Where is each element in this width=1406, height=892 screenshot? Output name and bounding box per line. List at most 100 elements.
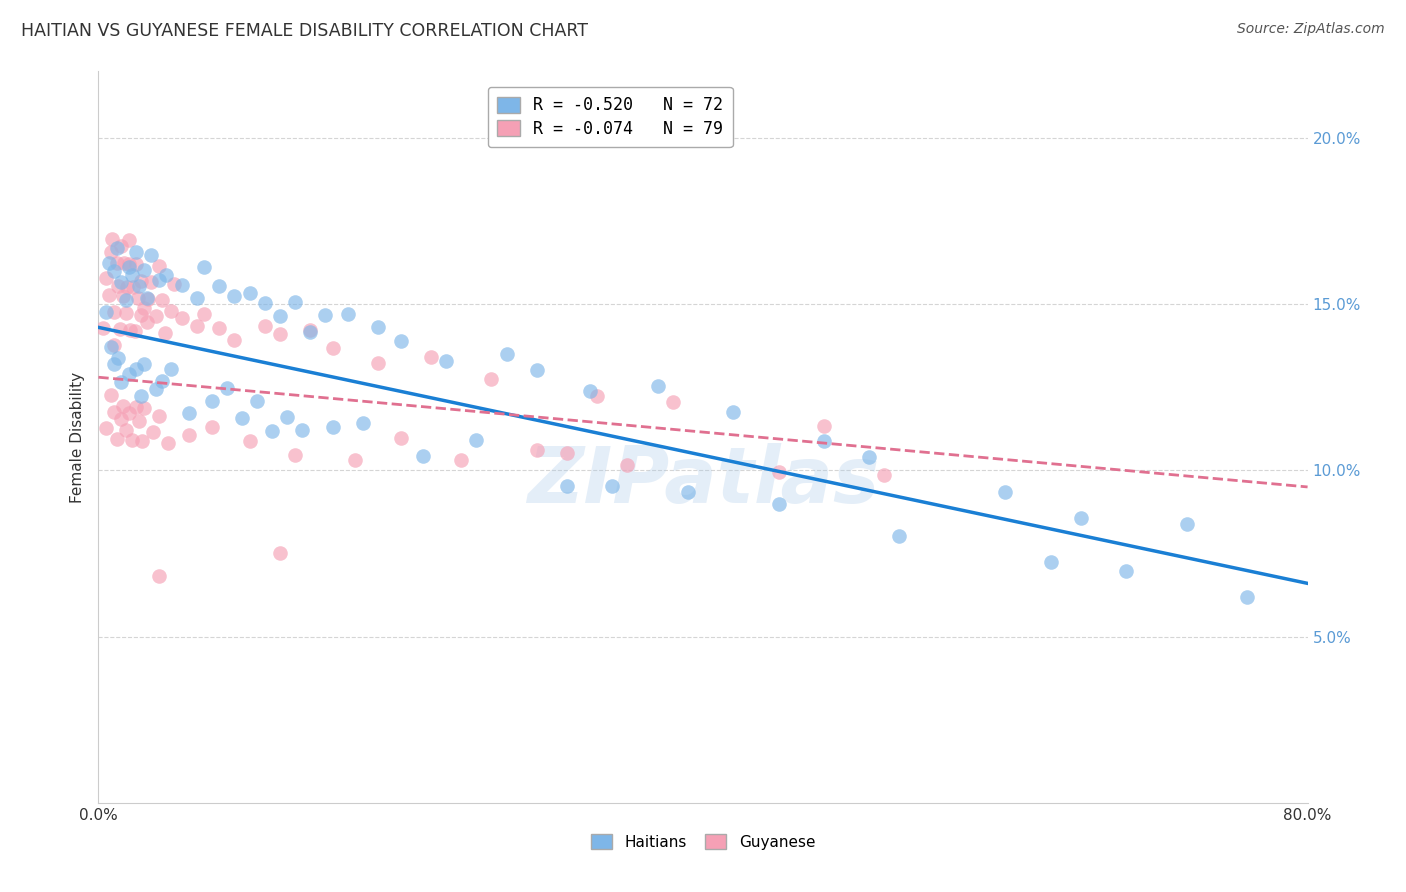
Point: [115, 279, 138, 293]
Point: [103, 338, 125, 352]
Text: Source: ZipAtlas.com: Source: ZipAtlas.com: [1237, 22, 1385, 37]
Point: [526, 442, 548, 457]
Point: [110, 412, 132, 426]
Point: [125, 361, 148, 376]
Point: [344, 453, 367, 467]
Point: [128, 279, 150, 293]
Point: [121, 433, 143, 447]
Point: [555, 479, 578, 493]
Point: [118, 233, 141, 247]
Point: [91, 320, 114, 334]
Point: [127, 291, 149, 305]
Point: [215, 381, 238, 395]
Point: [201, 420, 224, 434]
Point: [253, 295, 276, 310]
Point: [179, 428, 201, 442]
Point: [889, 529, 911, 543]
Legend: Haitians, Guyanese: Haitians, Guyanese: [583, 827, 823, 857]
Point: [813, 434, 835, 448]
Point: [768, 465, 790, 479]
Point: [186, 291, 208, 305]
Point: [284, 295, 307, 310]
Point: [118, 260, 141, 275]
Point: [723, 404, 745, 418]
Point: [125, 245, 148, 260]
Point: [179, 406, 201, 420]
Point: [224, 333, 246, 347]
Point: [322, 419, 344, 434]
Point: [676, 484, 699, 499]
Point: [768, 497, 790, 511]
Point: [125, 401, 148, 415]
Point: [170, 311, 193, 326]
Point: [110, 375, 132, 389]
Point: [465, 434, 488, 448]
Point: [1115, 564, 1137, 578]
Point: [858, 450, 880, 464]
Point: [108, 322, 131, 336]
Point: [1236, 590, 1258, 604]
Point: [276, 410, 298, 425]
Point: [94, 271, 117, 285]
Point: [239, 285, 262, 300]
Point: [132, 401, 155, 415]
Point: [367, 319, 389, 334]
Point: [481, 372, 503, 386]
Point: [103, 305, 125, 319]
Point: [201, 394, 224, 409]
Point: [110, 239, 132, 253]
Point: [132, 301, 155, 315]
Point: [100, 339, 122, 353]
Point: [322, 342, 344, 356]
Point: [160, 362, 183, 376]
Point: [314, 309, 336, 323]
Point: [193, 260, 215, 274]
Point: [107, 279, 129, 293]
Point: [352, 416, 374, 430]
Point: [148, 260, 170, 274]
Point: [526, 363, 548, 377]
Point: [98, 288, 121, 302]
Point: [148, 409, 170, 423]
Point: [299, 323, 322, 337]
Point: [98, 256, 121, 270]
Point: [128, 414, 150, 428]
Point: [101, 232, 124, 246]
Point: [160, 303, 183, 318]
Point: [129, 389, 152, 403]
Text: ZIPatlas: ZIPatlas: [527, 443, 879, 519]
Text: HAITIAN VS GUYANESE FEMALE DISABILITY CORRELATION CHART: HAITIAN VS GUYANESE FEMALE DISABILITY CO…: [21, 22, 588, 40]
Point: [103, 405, 125, 419]
Point: [412, 449, 434, 463]
Point: [124, 324, 146, 338]
Point: [1039, 555, 1062, 569]
Point: [110, 275, 132, 289]
Point: [434, 354, 457, 368]
Point: [135, 315, 157, 329]
Point: [586, 389, 609, 403]
Point: [193, 307, 215, 321]
Point: [114, 306, 136, 320]
Point: [616, 458, 638, 472]
Point: [145, 383, 167, 397]
Point: [100, 388, 122, 402]
Point: [262, 424, 284, 438]
Point: [269, 546, 291, 560]
Y-axis label: Female Disability: Female Disability: [70, 371, 86, 503]
Point: [495, 347, 517, 361]
Point: [602, 479, 624, 493]
Point: [141, 275, 163, 289]
Point: [873, 467, 896, 482]
Point: [578, 384, 600, 399]
Point: [336, 306, 359, 320]
Point: [129, 308, 152, 322]
Point: [100, 244, 122, 259]
Point: [299, 325, 322, 339]
Point: [129, 274, 152, 288]
Point: [284, 448, 307, 462]
Point: [647, 378, 669, 392]
Point: [150, 374, 173, 388]
Point: [118, 367, 141, 381]
Point: [389, 334, 412, 349]
Point: [142, 425, 165, 439]
